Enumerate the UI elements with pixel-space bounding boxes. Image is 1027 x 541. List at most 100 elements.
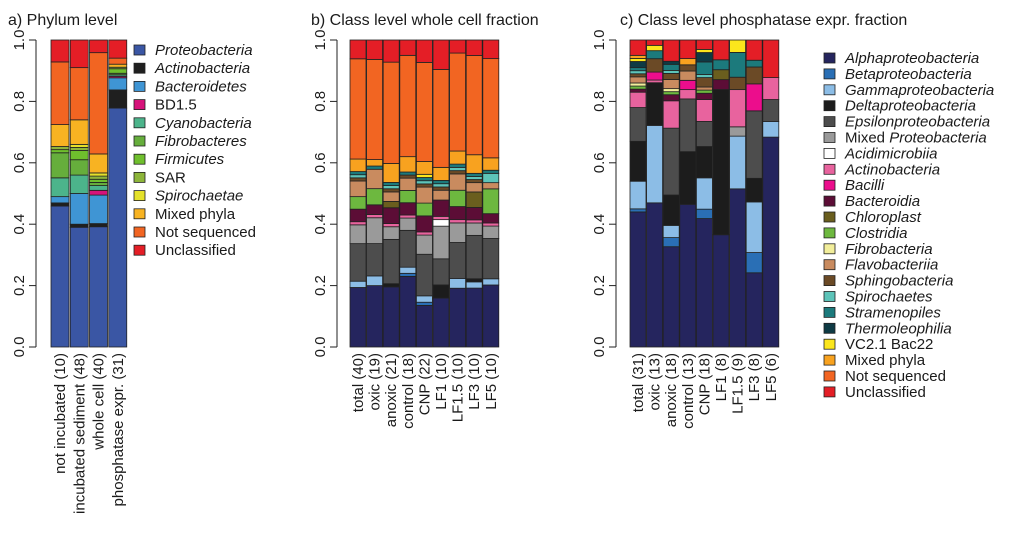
bar-segment (399, 229, 417, 268)
legend-label: Firmicutes (155, 151, 225, 168)
bar-segment (482, 278, 500, 286)
bar-segment (465, 222, 483, 236)
bar-segment (482, 284, 500, 348)
bar-segment (349, 58, 367, 160)
y-tick-label: 0.2 (11, 275, 28, 296)
bar-segment (696, 89, 713, 94)
legend-swatch (823, 195, 836, 207)
legend-label: BD1.5 (155, 97, 197, 114)
bar-segment (646, 79, 663, 84)
legend-swatch (823, 179, 836, 191)
legend-swatch (823, 338, 836, 350)
bar-segment (399, 266, 417, 274)
legend-swatch (823, 291, 836, 302)
bar-segment (629, 54, 647, 59)
bar-segment (465, 154, 483, 174)
bar-segment (89, 185, 108, 191)
bar-segment (712, 59, 730, 71)
legend-swatch (133, 117, 146, 129)
bar-segment (712, 89, 730, 236)
y-tick-label: 0.8 (11, 91, 28, 112)
bar-segment (108, 89, 128, 109)
bar-segment (349, 224, 367, 245)
bar-segment (69, 150, 89, 161)
legend-swatch (133, 81, 146, 92)
legend-label: Stramenopiles (845, 304, 941, 321)
y-tick-label: 0.6 (312, 152, 329, 173)
bar-segment (415, 177, 433, 182)
bar-segment (50, 152, 70, 179)
bar-segment (729, 76, 746, 91)
bar-segment (415, 161, 433, 175)
bar-segment (482, 213, 500, 224)
bar-segment (662, 194, 680, 226)
legend-label: Chloroplast (845, 209, 922, 226)
legend-swatch (823, 147, 836, 159)
bar-segment (415, 253, 433, 297)
x-tick-label: CNP (22) (416, 353, 433, 415)
legend-label: Deltaproteobacteria (845, 98, 976, 115)
bar-segment (745, 66, 763, 85)
legend-label: Mixed phyla (845, 352, 926, 369)
bar-segment (646, 50, 663, 60)
bar-segment (629, 107, 647, 142)
bar-segment (449, 173, 467, 191)
y-tick-label: 0.8 (312, 91, 329, 112)
bar-segment (696, 48, 713, 53)
legend-swatch (823, 84, 836, 96)
bar-segment (69, 143, 89, 148)
bar-segment (729, 39, 746, 53)
bar-segment (465, 207, 483, 221)
bar-segment (382, 286, 400, 348)
bar-segment (366, 165, 384, 170)
legend-label: SAR (155, 169, 186, 186)
bar-segment (349, 196, 367, 210)
bar-segment (366, 243, 384, 277)
legend-swatch (133, 62, 146, 74)
bar-segment (696, 99, 713, 122)
legend-swatch (823, 163, 836, 175)
bar-segment (415, 173, 433, 178)
x-tick-label: LF3 (8) (746, 353, 763, 401)
legend-label: Bacteroidia (845, 193, 920, 210)
bar-segment (366, 275, 384, 287)
bar-segment (629, 70, 647, 75)
bar-segment (399, 177, 417, 191)
y-tick-label: 0.4 (11, 214, 28, 235)
bar-segment (432, 297, 450, 348)
bar-segment (662, 63, 680, 71)
legend-swatch (823, 354, 836, 366)
y-tick-label: 1.0 (591, 30, 608, 51)
bar-segment (629, 61, 647, 69)
panel-c-title: c) Class level phosphatase expr. fractio… (620, 12, 907, 29)
bar-segment (449, 189, 467, 207)
bar-segment (662, 69, 680, 74)
legend-swatch (823, 132, 836, 143)
legend-label: Unclassified (155, 242, 236, 259)
bar-segment (712, 234, 730, 348)
bar-segment (482, 222, 500, 227)
bar-segment (415, 295, 433, 303)
bar-segment (382, 185, 400, 190)
y-tick-label: 0.2 (312, 275, 329, 296)
legend-swatch (133, 244, 146, 256)
bar-segment (415, 231, 433, 236)
bar-segment (382, 39, 400, 63)
bar-segment (382, 163, 400, 183)
legend-swatch (823, 211, 836, 223)
legend-swatch (823, 227, 836, 239)
bar-segment (629, 73, 647, 78)
bar-segment (50, 196, 70, 204)
bar-segment (50, 39, 70, 63)
x-tick-label: not incubated (10) (52, 353, 69, 474)
bar-segment (432, 199, 450, 217)
bar-segment (415, 301, 433, 306)
bar-segment (646, 71, 663, 81)
bar-segment (449, 278, 467, 289)
bar-segment (108, 107, 128, 348)
y-tick-label: 0.0 (312, 337, 329, 358)
bar-segment (366, 39, 384, 60)
bar-segment (108, 68, 128, 74)
legend-label: Clostridia (845, 225, 908, 242)
bar-segment (696, 218, 713, 348)
